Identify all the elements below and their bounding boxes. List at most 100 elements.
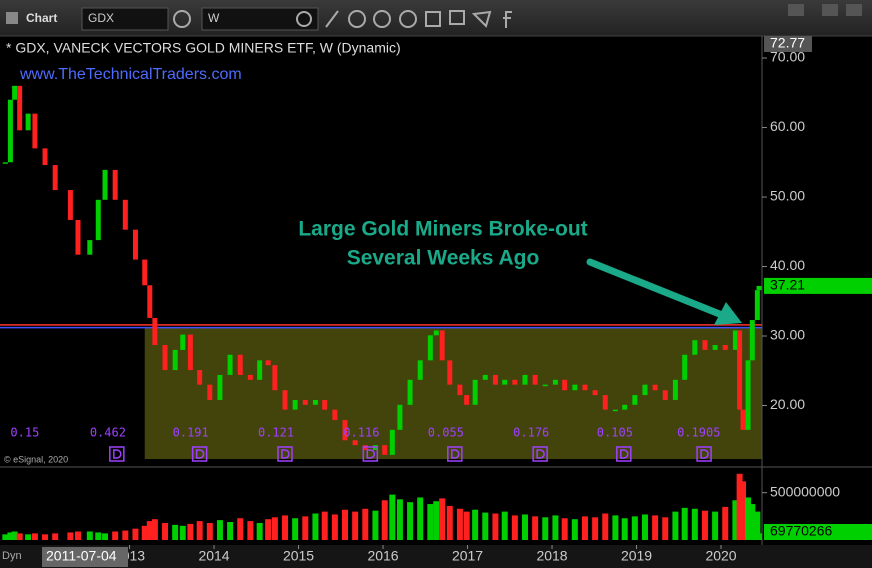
dividend-icon	[191, 446, 208, 462]
candle	[257, 360, 263, 380]
volume-bar	[581, 516, 588, 540]
candle	[433, 330, 439, 336]
volume-bar	[74, 531, 81, 540]
volume-bar	[756, 533, 763, 540]
link-tool[interactable]	[425, 11, 441, 27]
candle	[95, 199, 101, 241]
volume-bar	[463, 511, 470, 540]
candle	[292, 399, 298, 410]
start-date: 2011-07-04	[46, 548, 117, 564]
candle	[162, 345, 168, 371]
volume-bar	[745, 497, 752, 540]
dividend-label: 0.1905	[677, 426, 720, 440]
candle	[102, 169, 108, 200]
candle	[227, 354, 233, 375]
candle	[52, 165, 58, 191]
annotation-arrowhead	[714, 302, 742, 325]
volume-bar	[571, 519, 578, 540]
twitter[interactable]	[471, 10, 492, 28]
candle	[492, 374, 498, 385]
interval-input[interactable]	[201, 7, 319, 31]
candle	[247, 374, 253, 380]
candle	[389, 429, 395, 455]
volume-bar	[662, 517, 669, 540]
candle	[282, 390, 288, 410]
candle	[397, 404, 403, 430]
volume-bar	[331, 514, 338, 540]
candle	[457, 384, 463, 396]
candle	[352, 440, 358, 446]
window-button[interactable]	[822, 4, 838, 16]
y-tick-label: 70.00	[770, 49, 805, 65]
x-tick-label: 2018	[536, 548, 567, 564]
candle	[7, 99, 13, 163]
comment-tool[interactable]	[449, 10, 465, 25]
volume-bar	[521, 514, 528, 540]
candle	[532, 374, 538, 385]
dividend-icon-box	[277, 446, 293, 462]
dividend-icon-d	[113, 449, 122, 459]
symbol-input[interactable]	[81, 7, 169, 31]
candle	[439, 330, 445, 361]
volume-bar	[271, 517, 278, 540]
candle	[32, 113, 38, 149]
candle	[632, 395, 638, 405]
candle	[265, 360, 271, 366]
volume-bar	[95, 532, 102, 540]
study-tool[interactable]	[348, 10, 366, 28]
volume-bar	[292, 518, 299, 540]
candle	[87, 240, 93, 255]
annotation: Several Weeks Ago	[347, 247, 540, 270]
volume-bar	[472, 509, 479, 540]
volume-bar	[446, 505, 453, 540]
volume-bar	[612, 515, 619, 540]
candle	[722, 345, 728, 350]
candle	[522, 374, 528, 385]
candle	[302, 399, 308, 405]
candle	[12, 85, 18, 100]
settings-button[interactable]	[173, 10, 191, 28]
candle	[562, 379, 568, 391]
candle	[602, 395, 608, 410]
dividend-icon-box	[191, 446, 208, 462]
volume-bar	[482, 512, 489, 540]
volume-bar	[532, 516, 539, 540]
facebook[interactable]	[503, 11, 512, 28]
candle	[447, 360, 453, 385]
volume-bar	[552, 515, 559, 540]
candle	[142, 259, 148, 286]
draw-tool[interactable]	[325, 10, 339, 28]
x-tick-label: 2019	[621, 548, 652, 564]
volume-bar	[11, 531, 18, 540]
volume-bar	[456, 508, 463, 540]
compare-tool[interactable]	[373, 10, 391, 28]
volume-bar	[227, 522, 234, 540]
close-button[interactable]	[846, 4, 862, 16]
candle	[17, 85, 23, 131]
start-date-box	[42, 547, 128, 567]
dividend-icon	[447, 446, 463, 462]
volume-bar	[206, 522, 213, 540]
alert-tool[interactable]	[399, 10, 417, 28]
volume-bar	[592, 517, 599, 540]
volume-bar	[196, 521, 203, 540]
dividend-label: 0.121	[258, 426, 294, 440]
candle	[754, 290, 760, 321]
volume-bar	[256, 522, 263, 540]
y-tick-label: 30.00	[770, 327, 805, 343]
last-price-box	[764, 277, 872, 294]
candle	[217, 374, 223, 400]
volume-bar	[312, 513, 319, 540]
volume-bar	[427, 504, 434, 540]
clock-button[interactable]	[296, 11, 312, 27]
y-tick-label: 20.00	[770, 396, 805, 412]
volume-bar	[247, 521, 254, 540]
candle	[427, 335, 433, 361]
volume-bar	[439, 498, 446, 540]
window-button[interactable]	[788, 4, 804, 16]
dividend-icon	[362, 446, 379, 462]
dividend-icon-box	[447, 446, 463, 462]
volume-bar	[172, 524, 179, 540]
volume-bar	[501, 511, 508, 540]
support-zone	[144, 327, 762, 460]
